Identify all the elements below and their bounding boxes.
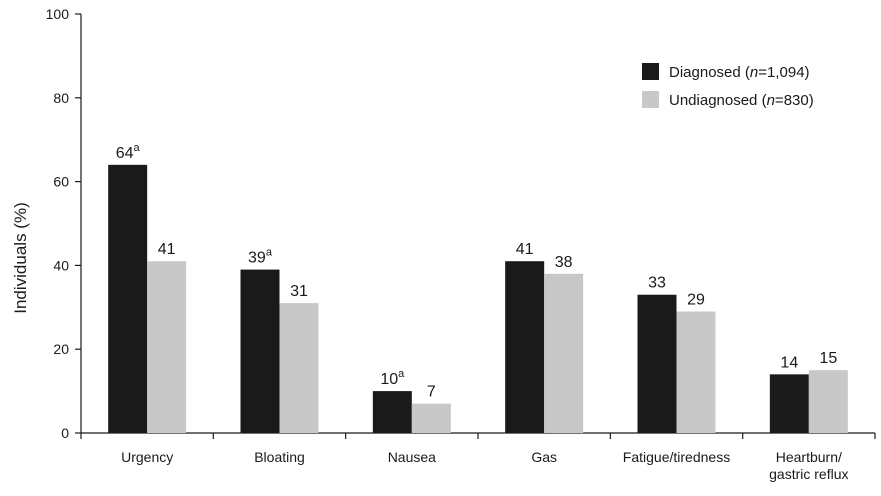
category-label: Gas	[531, 449, 557, 465]
category-label: Bloating	[254, 449, 305, 465]
bar-diagnosed-5	[769, 374, 809, 433]
legend-series-name: Diagnosed	[669, 64, 741, 81]
value-label: 41	[158, 241, 176, 258]
legend-paren-open: (	[757, 92, 766, 109]
axes: 0 20 40 60 80 100 Urgency Bloating Nausea Gas Fati…	[46, 6, 876, 482]
category-label: Fatigue/tiredness	[623, 449, 730, 465]
legend-n-value: 830	[784, 92, 809, 109]
value-label: 64a	[116, 142, 141, 162]
value-label: 10a	[380, 368, 405, 388]
value-number: 31	[290, 283, 308, 300]
y-tick-label: 40	[53, 257, 69, 273]
category-label-line: Fatigue/tiredness	[623, 449, 730, 465]
legend-swatch-diagnosed	[642, 63, 659, 80]
value-label: 41	[516, 241, 534, 258]
category-label: Urgency	[121, 449, 173, 465]
value-label: 29	[687, 291, 705, 308]
value-number: 15	[819, 350, 837, 367]
bar-undiagnosed-3	[544, 273, 584, 433]
legend-n-eq: =	[758, 64, 767, 81]
bar-diagnosed-3	[505, 261, 545, 433]
value-superscript: a	[398, 368, 405, 380]
category-label: Nausea	[388, 449, 436, 465]
value-number: 10	[380, 371, 398, 388]
legend-n-eq: =	[775, 92, 784, 109]
value-label: 31	[290, 283, 308, 300]
category-label-line: Gas	[531, 449, 557, 465]
value-label: 15	[819, 350, 837, 367]
bar-diagnosed-4	[637, 294, 677, 433]
bar-diagnosed-1	[240, 269, 280, 433]
value-number: 38	[555, 254, 573, 271]
category-label-line: Bloating	[254, 449, 305, 465]
value-superscript: a	[134, 142, 141, 154]
bar-undiagnosed-1	[279, 303, 319, 433]
value-superscript: a	[266, 247, 273, 259]
y-tick-label: 100	[46, 6, 70, 22]
bar-undiagnosed-0	[147, 261, 187, 433]
value-number: 29	[687, 291, 705, 308]
legend-swatch-undiagnosed	[642, 91, 659, 108]
value-number: 33	[648, 275, 666, 292]
value-label: 14	[780, 354, 798, 371]
bar-undiagnosed-5	[808, 370, 848, 433]
value-number: 41	[516, 241, 534, 258]
category-label: Heartburn/gastric reflux	[769, 449, 848, 482]
value-label: 38	[555, 254, 573, 271]
y-tick-label: 80	[53, 90, 69, 106]
legend-n-value: 1,094	[767, 64, 805, 81]
category-label-line: Nausea	[388, 449, 436, 465]
legend-label-diagnosed: Diagnosed (n=1,094)	[669, 64, 810, 81]
value-number: 14	[780, 354, 798, 371]
value-label: 7	[427, 384, 436, 401]
y-axis-title: Individuals (%)	[11, 202, 30, 314]
value-label: 39a	[248, 247, 273, 267]
legend-label-undiagnosed: Undiagnosed (n=830)	[669, 92, 814, 109]
value-label: 33	[648, 275, 666, 292]
category-label-line: gastric reflux	[769, 466, 848, 482]
bar-diagnosed-2	[372, 391, 412, 433]
bar-diagnosed-0	[108, 164, 148, 433]
legend: Diagnosed (n=1,094)Undiagnosed (n=830)	[642, 63, 814, 109]
category-label-line: Heartburn/	[776, 449, 842, 465]
category-label-line: Urgency	[121, 449, 173, 465]
value-number: 64	[116, 145, 134, 162]
value-number: 7	[427, 384, 436, 401]
legend-paren-open: (	[741, 64, 750, 81]
bar-undiagnosed-2	[411, 403, 451, 433]
bar-undiagnosed-4	[676, 311, 716, 433]
y-tick-label: 60	[53, 174, 69, 190]
y-tick-label: 20	[53, 341, 69, 357]
value-number: 41	[158, 241, 176, 258]
legend-paren-close: )	[809, 92, 814, 109]
legend-n-symbol: n	[767, 92, 775, 109]
bars	[108, 164, 848, 433]
legend-n-symbol: n	[750, 64, 758, 81]
legend-series-name: Undiagnosed	[669, 92, 757, 109]
legend-paren-close: )	[805, 64, 810, 81]
y-tick-label: 0	[61, 425, 69, 441]
value-number: 39	[248, 250, 266, 267]
